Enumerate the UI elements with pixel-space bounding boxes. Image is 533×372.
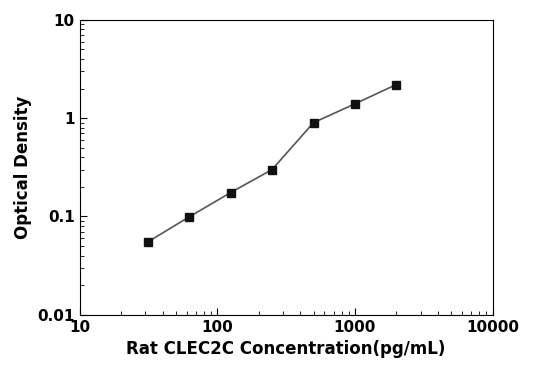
X-axis label: Rat CLEC2C Concentration(pg/mL): Rat CLEC2C Concentration(pg/mL) bbox=[126, 340, 446, 358]
Y-axis label: Optical Density: Optical Density bbox=[14, 96, 32, 239]
